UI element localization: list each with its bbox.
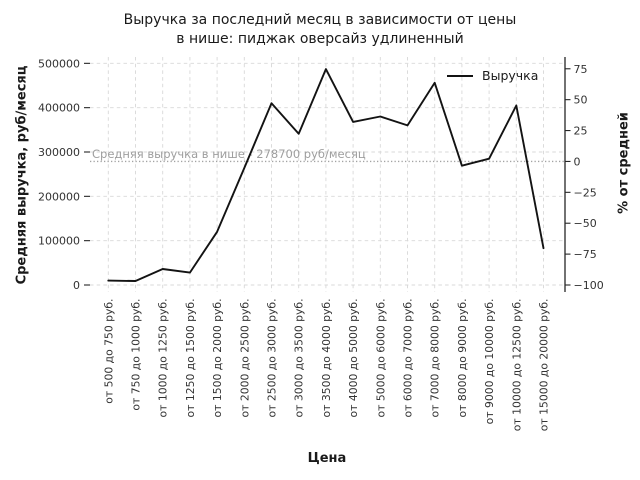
chart-title-line2: в нише: пиджак оверсайз удлиненный [176,31,464,47]
left-tick-label: 500000 [38,57,80,70]
x-tick-label: от 4000 до 5000 руб. [347,299,360,418]
x-tick-label: от 2000 до 2500 руб. [238,299,251,418]
left-tick-label: 300000 [38,146,80,159]
x-tick-label: от 1250 до 1500 руб. [184,299,197,418]
x-tick-label: от 750 до 1000 руб. [130,299,143,411]
right-tick-label: −75 [574,248,597,261]
left-tick-label: 100000 [38,235,80,248]
x-tick-label: от 10000 до 12500 руб. [510,299,523,432]
x-tick-label: от 1500 до 2000 руб. [211,299,224,418]
right-tick-label: 50 [574,94,588,107]
x-tick-label: от 1000 до 1250 руб. [157,299,170,418]
x-tick-label: от 9000 до 10000 руб. [483,299,496,425]
x-tick-label: от 7000 до 8000 руб. [429,299,442,418]
x-tick-label: от 5000 до 6000 руб. [374,299,387,418]
right-tick-label: 25 [574,125,588,138]
chart-title-line1: Выручка за последний месяц в зависимости… [123,12,517,28]
x-axis-label: Цена [307,451,347,466]
average-annotation: Средняя выручка в нише - 278700 руб/меся… [92,147,366,161]
x-tick-label: от 3000 до 3500 руб. [293,299,306,418]
legend-line-sample [447,74,473,77]
right-tick-label: 0 [574,155,581,168]
right-axis-label: % от средней [616,112,632,214]
left-axis-label: Средняя выручка, руб/месяц [14,65,30,285]
right-tick-label: −100 [574,279,604,292]
right-tick-label: −25 [574,186,597,199]
x-tick-label: от 500 до 750 руб. [102,299,115,404]
x-tick-label: от 8000 до 9000 руб. [456,299,469,418]
x-tick-label: от 15000 до 20000 руб. [538,299,551,432]
left-tick-label: 200000 [38,190,80,203]
left-tick-label: 400000 [38,102,80,115]
left-tick-label: 0 [73,279,80,292]
x-tick-label: от 2500 до 3000 руб. [266,299,279,418]
legend: Выручка [447,68,538,83]
legend-label: Выручка [482,68,539,83]
x-tick-label: от 3500 до 4000 руб. [320,299,333,418]
x-tick-label: от 6000 до 7000 руб. [402,299,415,418]
right-tick-label: −50 [574,217,597,230]
right-tick-label: 75 [574,63,588,76]
revenue-line [107,68,545,282]
